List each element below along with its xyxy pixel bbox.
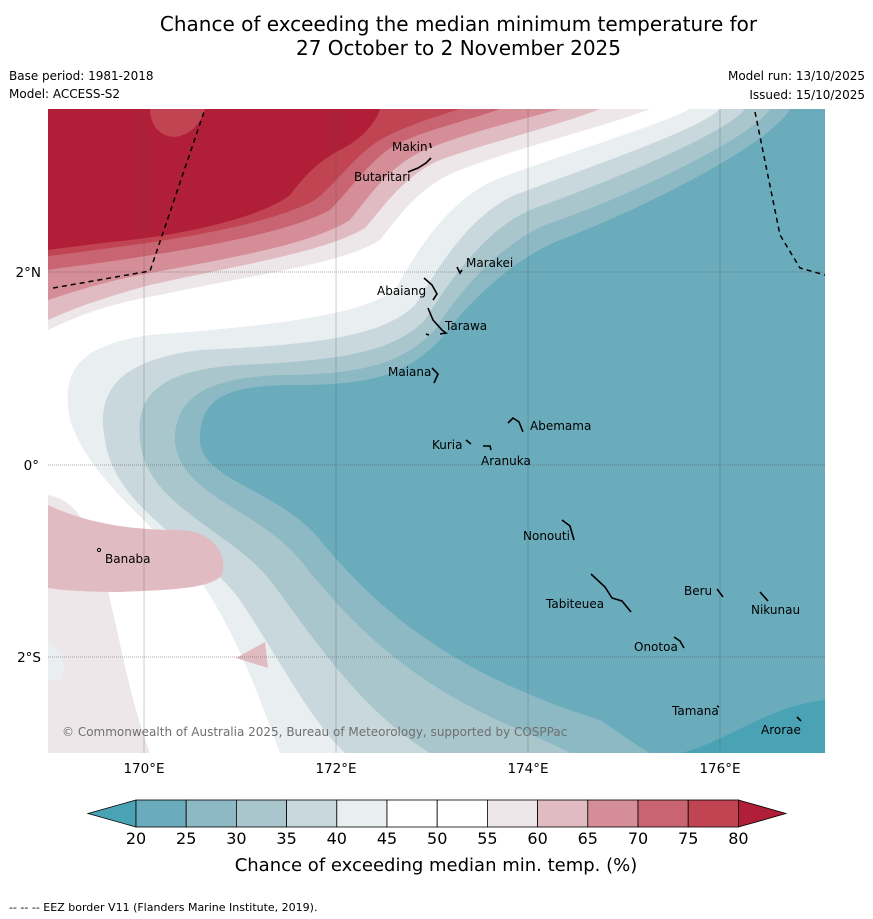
label-onotoa: Onotoa [634, 640, 678, 654]
island-tarawa-islet [425, 333, 430, 336]
colorbar-segment [687, 799, 739, 828]
label-tamana: Tamana [671, 704, 719, 718]
issued-date: Issued: 15/10/2025 [749, 88, 865, 102]
colorbar-tick-label: 70 [628, 829, 648, 848]
colorbar-extend-high [738, 799, 788, 828]
colorbar-segment [587, 799, 639, 828]
island-tamana [716, 705, 720, 708]
place-labels: Makin Butaritari Marakei Abaiang Tarawa … [105, 140, 801, 737]
base-period: Base period: 1981-2018 [9, 69, 154, 83]
label-marakei: Marakei [466, 256, 513, 270]
colorbar-segment [537, 799, 589, 828]
band-max [48, 109, 380, 250]
label-maiana: Maiana [388, 365, 431, 379]
label-abaiang: Abaiang [377, 284, 426, 298]
eez-footnote: -- -- -- EEZ border V11 (Flanders Marine… [9, 901, 318, 914]
colorbar-tick-label: 65 [578, 829, 598, 848]
island-kuria [465, 439, 472, 445]
lon-gridlines [143, 109, 721, 753]
lon-label-170e: 170°E [123, 761, 164, 777]
colorbar-segment [185, 799, 237, 828]
colorbar-title: Chance of exceeding median min. temp. (%… [235, 855, 638, 876]
band-45-edge [48, 640, 65, 680]
label-tabiteuea: Tabiteuea [545, 597, 604, 611]
eez-border-east [754, 111, 825, 276]
model-run: Model run: 13/10/2025 [727, 69, 865, 83]
colorbar-tick-label: 80 [728, 829, 748, 848]
colorbar-segment [386, 799, 438, 828]
island-tabiteuea [590, 573, 632, 613]
colorbar-segment [235, 799, 287, 828]
island-beru [716, 588, 724, 598]
island-banaba [96, 547, 102, 553]
lat-axis-labels: 2°N 0° 2°S [16, 265, 41, 666]
lat-gridlines [48, 271, 825, 658]
lon-label-174e: 174°E [507, 761, 548, 777]
colorbar-tick-label: 20 [126, 829, 146, 848]
label-banaba: Banaba [105, 552, 151, 566]
label-nonouti: Nonouti [523, 529, 570, 543]
lon-label-176e: 176°E [699, 761, 740, 777]
island-makin [429, 142, 432, 149]
colorbar-tick-label: 75 [678, 829, 698, 848]
colorbar-tick-label: 40 [327, 829, 347, 848]
island-abemama [507, 416, 524, 433]
label-arorae: Arorae [761, 723, 801, 737]
colorbar-ticks: 20 25 30 35 40 45 50 55 60 65 70 75 80 [126, 829, 749, 848]
island-tarawa [427, 307, 448, 335]
map-title: Chance of exceeding the median minimum t… [0, 12, 873, 60]
island-marakei [456, 266, 463, 275]
colorbar-tick-label: 30 [226, 829, 246, 848]
colorbar-tick-label: 50 [427, 829, 447, 848]
colorbar-tick-label: 25 [176, 829, 196, 848]
colorbar-segment [286, 799, 338, 828]
colorbar-segment [486, 799, 538, 828]
islands [407, 142, 802, 722]
island-abaiang [423, 277, 438, 301]
band-60-sw2 [48, 620, 140, 753]
colorbar-segment [135, 799, 187, 828]
label-makin: Makin [392, 140, 428, 154]
label-abemama: Abemama [530, 419, 591, 433]
colorbar-tick-label: 35 [276, 829, 296, 848]
label-tarawa: Tarawa [444, 319, 487, 333]
lon-axis-labels: 170°E 172°E 174°E 176°E [123, 761, 740, 777]
lat-label-2n: 2°N [16, 265, 41, 281]
island-aranuka [483, 445, 492, 451]
label-kuria: Kuria [432, 438, 463, 452]
lat-label-2s: 2°S [17, 650, 41, 666]
colorbar-tick-label: 55 [477, 829, 497, 848]
colorbar [86, 799, 788, 828]
label-butaritari: Butaritari [354, 170, 411, 184]
title-line-1: Chance of exceeding the median minimum t… [159, 12, 758, 36]
island-arorae [796, 716, 802, 722]
colorbar-tick-label: 60 [527, 829, 547, 848]
colorbar-extend-low [86, 799, 137, 828]
copyright-notice: © Commonwealth of Australia 2025, Bureau… [62, 725, 567, 739]
lon-label-172e: 172°E [315, 761, 356, 777]
band-65-banaba [48, 505, 224, 592]
model-name: Model: ACCESS-S2 [9, 87, 121, 101]
title-line-2: 27 October to 2 November 2025 [295, 36, 622, 60]
island-butaritari [407, 157, 432, 173]
band-80-notch [150, 109, 205, 137]
label-nikunau: Nikunau [751, 603, 800, 617]
colorbar-segment [637, 799, 689, 828]
island-nikunau [759, 591, 769, 602]
island-onotoa [673, 636, 685, 649]
colorbar-tick-label: 45 [377, 829, 397, 848]
label-aranuka: Aranuka [481, 454, 531, 468]
band-65-spot [236, 642, 268, 668]
label-beru: Beru [684, 584, 712, 598]
island-nonouti [561, 519, 575, 541]
colorbar-segment [336, 799, 388, 828]
lat-label-0: 0° [24, 458, 39, 474]
island-maiana [431, 367, 439, 384]
colorbar-segment [436, 799, 488, 828]
map-plot-area: Makin Butaritari Marakei Abaiang Tarawa … [48, 109, 825, 753]
